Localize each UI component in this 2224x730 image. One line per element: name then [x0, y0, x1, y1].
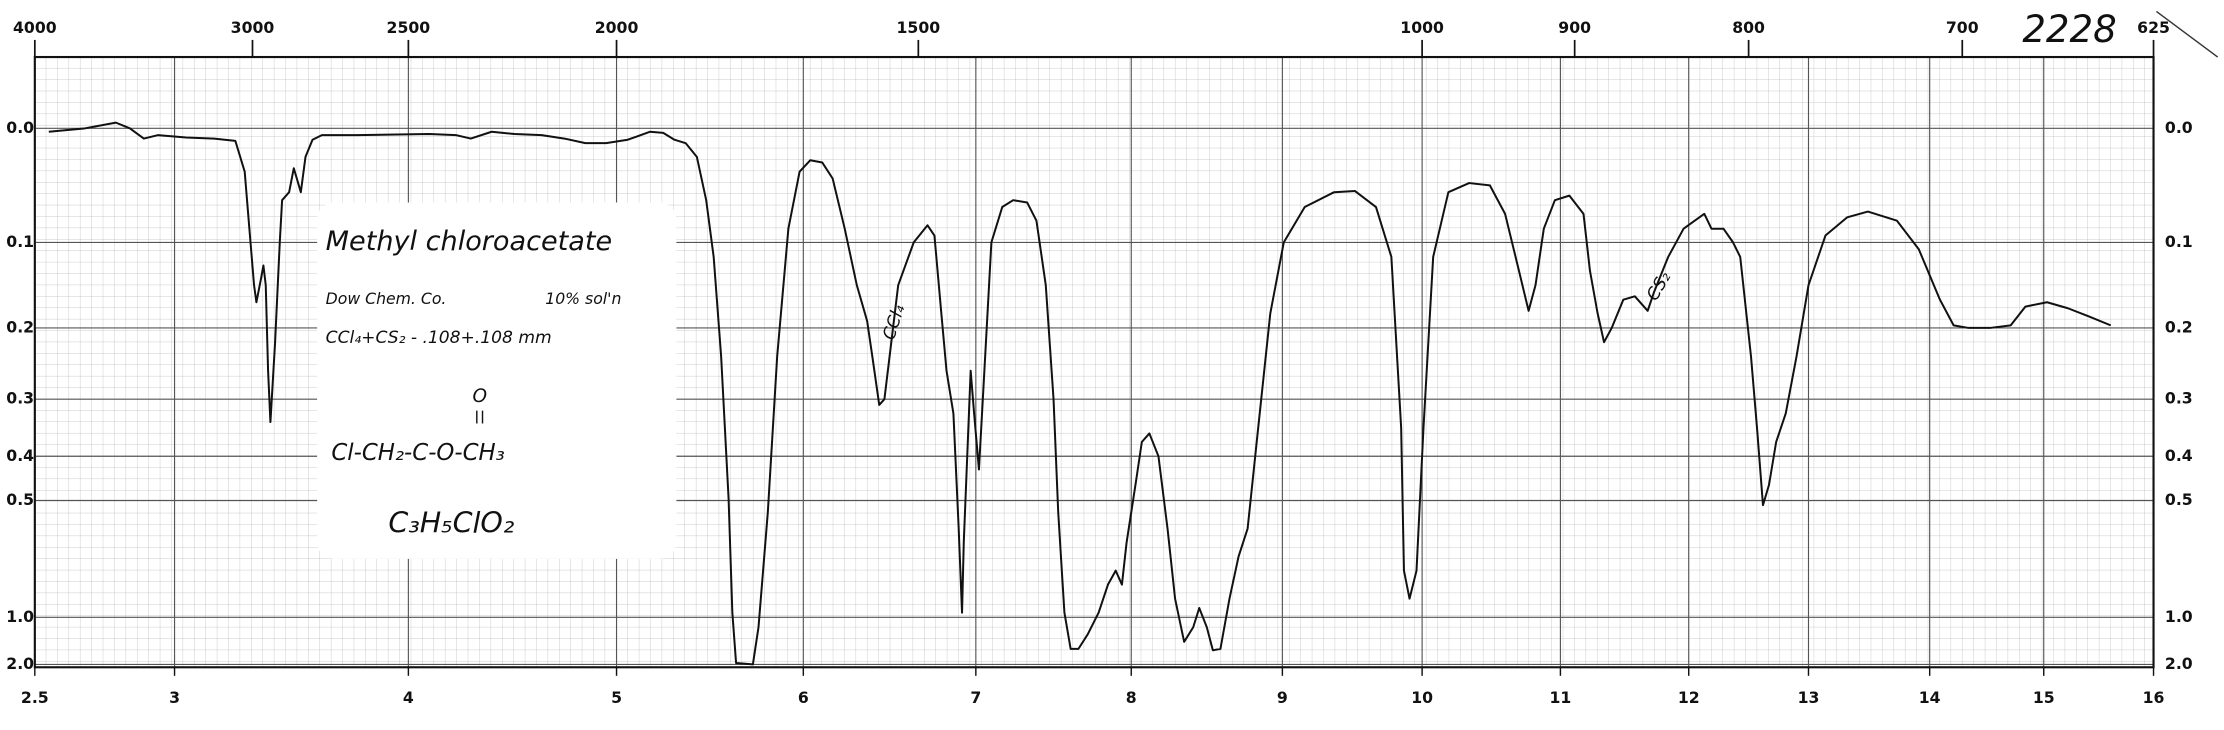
y-tick-label: 0.5	[6, 490, 34, 509]
annotation: 10% sol'n	[545, 289, 621, 308]
annotation-layer: Methyl chloroacetate Dow Chem. Co. 10% sol…	[326, 8, 2117, 540]
y-tick-label-right: 0.2	[2165, 317, 2193, 336]
corner-mark	[2155, 10, 2219, 58]
x2-tick-label: 2500	[387, 18, 431, 37]
x2-tick-label: 700	[1946, 18, 1979, 37]
y-tick-label-right: 0.0	[2165, 118, 2193, 137]
annotation: Cl-CH₂-C-O-CH₃	[331, 440, 504, 466]
x-tick-label: 8	[1126, 688, 1137, 707]
y-tick-label: 0.2	[6, 317, 34, 336]
y-tick-label: 0.0	[6, 118, 34, 137]
y-tick-label: 2.0	[6, 654, 34, 673]
y-tick-label: 0.4	[6, 446, 34, 465]
annotation: C₃H₅ClO₂	[388, 507, 514, 540]
x2-tick-label: 2000	[595, 18, 639, 37]
x-tick-label: 14	[1919, 688, 1941, 707]
x-tick-label: 16	[2143, 688, 2165, 707]
annotation: CCl₄+CS₂ - .108+.108 mm	[326, 328, 552, 348]
y-tick-label-right: 0.4	[2165, 446, 2193, 465]
x2-tick-label: 800	[1732, 18, 1765, 37]
x-tick-label: 6	[798, 688, 809, 707]
x-tick-label: 10	[1411, 688, 1433, 707]
annotation: 2228	[2022, 8, 2116, 51]
y-tick-label-right: 2.0	[2165, 654, 2193, 673]
y-tick-label-right: 1.0	[2165, 607, 2193, 626]
x2-tick-label: 1500	[897, 18, 941, 37]
y-tick-label: 0.3	[6, 389, 34, 408]
y-tick-label-right: 0.3	[2165, 389, 2193, 408]
annotation: Dow Chem. Co.	[326, 289, 447, 308]
x-tick-label: 3	[169, 688, 180, 707]
x-tick-label: 7	[970, 688, 981, 707]
plot-frame	[33, 55, 2155, 669]
x2-tick-label: 4000	[13, 18, 57, 37]
x-tick-label: 13	[1798, 688, 1820, 707]
x2-tick-label: 3000	[231, 18, 275, 37]
annotation: Methyl chloroacetate	[326, 226, 612, 257]
annotation: O	[473, 386, 488, 407]
x-tick-label: 15	[2033, 688, 2055, 707]
curve-layer	[48, 121, 2112, 666]
x-tick-label: 2.5	[21, 688, 49, 707]
y-tick-label-right: 0.1	[2165, 232, 2193, 251]
x2-tick-label: 900	[1558, 18, 1591, 37]
x2-tick-label: 625	[2137, 18, 2170, 37]
x-tick-label: 5	[611, 688, 622, 707]
y-tick-label-right: 0.5	[2165, 490, 2193, 509]
x2-tick-label: 1000	[1400, 18, 1444, 37]
x-tick-label: 4	[403, 688, 414, 707]
x-tick-label: 11	[1550, 688, 1572, 707]
label-box	[317, 202, 677, 559]
y-tick-label: 1.0	[6, 607, 34, 626]
x-tick-label: 9	[1277, 688, 1288, 707]
x-tick-label: 12	[1678, 688, 1700, 707]
spectrum-line	[48, 121, 2112, 666]
y-tick-label: 0.1	[6, 232, 34, 251]
